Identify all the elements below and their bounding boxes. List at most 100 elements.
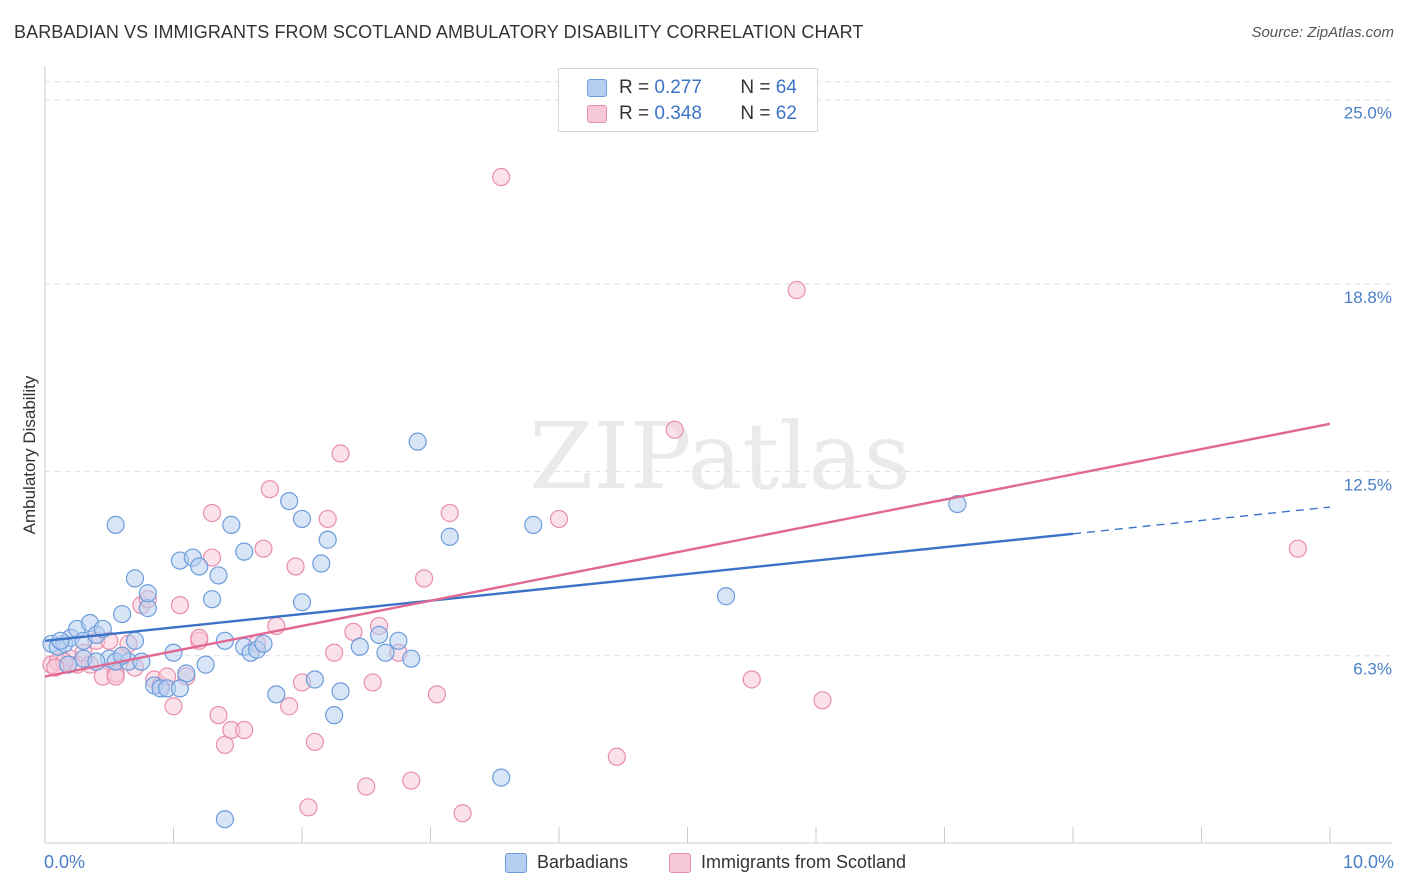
data-point-blue — [440, 527, 459, 546]
legend-n-label: N = — [740, 77, 771, 98]
data-point-pink — [742, 670, 761, 689]
data-point-blue — [376, 643, 395, 662]
data-point-blue — [190, 557, 209, 576]
data-point-blue — [202, 590, 222, 609]
data-point-pink — [235, 720, 254, 740]
watermark: ZIPatlas — [529, 403, 910, 510]
source-label: Source: ZipAtlas.com — [1251, 24, 1394, 41]
data-point-pink — [453, 804, 472, 823]
data-point-pink — [209, 706, 228, 725]
data-point-pink — [260, 480, 279, 499]
data-point-blue — [318, 530, 337, 549]
legend-item-scotland[interactable]: Immigrants from Scotland — [669, 852, 906, 873]
data-point-pink — [325, 643, 344, 662]
series-blue-points — [42, 432, 967, 829]
data-point-pink — [202, 503, 222, 523]
data-point-blue — [325, 706, 344, 725]
data-point-pink — [357, 777, 376, 796]
y-tick-label: 25.0% — [1344, 104, 1392, 123]
data-point-pink — [170, 596, 190, 615]
data-point-pink — [665, 420, 684, 439]
data-point-pink — [363, 673, 382, 692]
legend-row-pink: R = 0.348 N = 62 — [587, 103, 797, 125]
data-point-pink — [305, 732, 324, 752]
legend-stats: R = 0.277 N = 64 R = 0.348 N = 62 — [558, 68, 818, 132]
data-point-pink — [1288, 539, 1307, 558]
data-point-blue — [106, 515, 125, 534]
data-point-blue — [254, 634, 273, 653]
data-point-pink — [414, 569, 434, 588]
data-point-pink — [402, 771, 421, 790]
data-point-blue — [716, 587, 736, 606]
data-point-blue — [209, 566, 228, 585]
trend-line-blue — [44, 532, 1074, 643]
data-point-blue — [408, 432, 427, 451]
data-point-blue — [524, 515, 543, 534]
data-point-pink — [286, 557, 305, 576]
data-point-pink — [813, 691, 832, 710]
legend-swatch-blue — [587, 79, 607, 97]
data-point-blue — [370, 625, 389, 644]
data-point-pink — [202, 548, 222, 567]
trend-line-pink — [44, 422, 1331, 678]
data-point-blue — [196, 655, 215, 674]
data-point-blue — [402, 649, 421, 668]
y-tick-labels: 6.3% 12.5% 18.8% 25.0% — [1344, 104, 1392, 679]
legend-n-label: N = — [740, 103, 771, 124]
data-point-pink — [607, 747, 626, 766]
y-tick-label: 18.8% — [1344, 288, 1392, 307]
legend-swatch-blue — [505, 852, 527, 873]
data-point-pink — [331, 444, 350, 463]
data-point-pink — [318, 509, 337, 529]
data-point-blue — [235, 542, 254, 561]
data-point-blue — [492, 768, 511, 787]
legend-r-label: R = — [619, 77, 650, 98]
data-point-blue — [389, 631, 408, 650]
y-tick-label: 12.5% — [1344, 475, 1392, 494]
legend-row-blue: R = 0.277 N = 64 — [587, 77, 797, 99]
legend-r-value: 0.277 — [654, 77, 702, 98]
y-tick-label: 6.3% — [1353, 660, 1392, 679]
data-point-blue — [305, 670, 324, 689]
data-point-blue — [222, 515, 241, 534]
data-point-blue — [112, 604, 132, 624]
legend-label-barbadians: Barbadians — [537, 852, 629, 872]
data-point-blue — [292, 593, 312, 612]
axes — [44, 66, 1392, 844]
x-tick-label-max: 10.0% — [1342, 852, 1394, 872]
data-point-pink — [299, 798, 318, 817]
trend-extension-blue — [1072, 506, 1331, 535]
data-point-pink — [440, 503, 459, 523]
data-point-pink — [164, 697, 183, 716]
legend-n-value: 62 — [775, 103, 797, 124]
data-point-blue — [215, 810, 234, 829]
data-point-pink — [549, 509, 569, 529]
data-point-pink — [280, 697, 299, 716]
x-tick-label-min: 0.0% — [44, 852, 86, 872]
chart-title: BARBADIAN VS IMMIGRANTS FROM SCOTLAND AM… — [14, 22, 864, 42]
trend-lines — [44, 422, 1331, 678]
legend-label-scotland: Immigrants from Scotland — [701, 852, 907, 872]
data-point-pink — [492, 167, 511, 187]
data-point-pink — [254, 539, 273, 558]
data-point-blue — [267, 685, 286, 704]
data-point-blue — [350, 637, 369, 656]
legend-item-barbadians[interactable]: Barbadians — [505, 852, 628, 873]
data-point-blue — [948, 494, 967, 514]
data-point-blue — [138, 584, 157, 603]
data-point-blue — [280, 491, 299, 511]
data-point-blue — [125, 631, 145, 650]
legend-n-value: 64 — [775, 77, 797, 98]
legend-r-value: 0.348 — [654, 103, 702, 124]
data-point-blue — [170, 679, 190, 698]
data-point-pink — [427, 685, 447, 704]
bottom-legend: Barbadians Immigrants from Scotland — [0, 852, 1406, 878]
data-point-pink — [787, 280, 806, 300]
data-point-blue — [312, 554, 331, 573]
data-point-blue — [292, 509, 312, 529]
data-point-blue — [125, 569, 145, 588]
legend-r-label: R = — [619, 103, 650, 124]
data-point-blue — [331, 682, 350, 701]
legend-swatch-pink — [669, 852, 691, 873]
